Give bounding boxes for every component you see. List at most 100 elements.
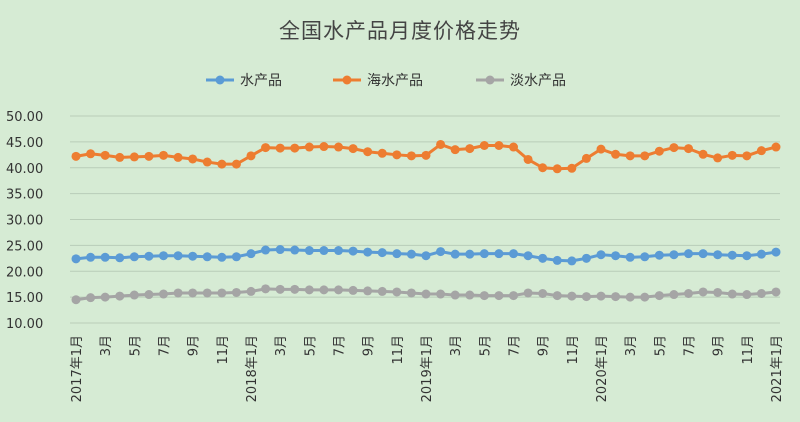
data-point	[173, 288, 183, 298]
data-point	[684, 289, 693, 299]
data-point	[334, 142, 343, 152]
x-axis: 2017年1月 3月 5月 7月 9月 11月 2018年1月 3月 5月 7月 9月 11月 2019…	[70, 335, 785, 402]
data-point	[479, 249, 489, 259]
legend-marker	[485, 75, 495, 85]
data-point	[304, 246, 314, 256]
data-point	[684, 144, 693, 154]
data-point	[202, 252, 212, 262]
y-axis: 50.00 45.00 40.00 35.00 30.00 25.00 20.00 15.00…	[6, 110, 43, 332]
y-tick-label: 20.00	[6, 265, 43, 280]
data-point	[217, 288, 227, 298]
data-point	[611, 292, 621, 302]
data-point	[640, 151, 650, 161]
x-tick-label: 7月	[508, 335, 523, 356]
data-point	[727, 150, 737, 160]
data-point	[713, 287, 723, 297]
data-point	[552, 255, 562, 265]
data-point	[334, 246, 343, 256]
data-point	[173, 152, 183, 162]
data-point	[436, 247, 446, 257]
x-tick-label: 5月	[303, 335, 318, 356]
data-point	[756, 249, 766, 259]
x-tick-label: 11月	[391, 335, 406, 365]
data-point	[100, 252, 110, 262]
legend-marker	[215, 75, 225, 85]
data-point	[377, 148, 387, 158]
legend-item: 水产品	[206, 73, 282, 89]
x-tick-label: 7月	[683, 335, 698, 356]
data-point	[654, 146, 664, 156]
data-point	[100, 150, 110, 160]
data-point	[509, 249, 518, 259]
data-point	[100, 292, 110, 302]
data-point	[188, 288, 198, 298]
data-point	[450, 290, 460, 300]
data-point	[421, 289, 431, 299]
y-tick-label: 25.00	[6, 239, 43, 254]
data-point	[625, 252, 635, 262]
data-point	[669, 250, 679, 260]
data-point	[304, 285, 314, 295]
data-point	[217, 159, 227, 169]
data-point	[159, 251, 168, 261]
data-point	[290, 143, 300, 153]
data-point	[392, 287, 402, 297]
data-point	[275, 245, 285, 255]
series-2	[71, 139, 781, 174]
data-point	[144, 290, 154, 300]
data-point	[421, 150, 431, 160]
data-point	[742, 151, 752, 161]
data-point	[363, 147, 373, 157]
data-point	[115, 253, 125, 263]
data-point	[611, 251, 621, 261]
data-point	[523, 251, 533, 261]
data-point	[567, 163, 577, 173]
y-tick-label: 50.00	[6, 110, 43, 125]
data-point	[406, 288, 416, 298]
data-point	[581, 253, 591, 263]
data-point	[334, 285, 343, 295]
x-tick-label: 9月	[187, 335, 202, 356]
x-tick-label: 9月	[362, 335, 377, 356]
x-tick-label: 9月	[537, 335, 552, 356]
chart-title: 全国水产品月度价格走势	[279, 19, 521, 43]
data-point	[319, 285, 329, 295]
data-point	[86, 293, 96, 303]
data-point	[290, 284, 300, 294]
data-point	[713, 153, 723, 163]
data-point	[159, 150, 168, 160]
data-point	[494, 291, 504, 301]
data-point	[319, 142, 329, 152]
data-point	[86, 149, 96, 159]
data-point	[640, 252, 650, 262]
data-point	[436, 139, 446, 149]
data-point	[538, 289, 548, 299]
data-point	[71, 254, 81, 264]
data-point	[713, 250, 723, 260]
data-point	[654, 291, 664, 301]
data-point	[246, 249, 256, 259]
x-tick-label: 3月	[99, 335, 114, 356]
legend-label: 水产品	[240, 73, 282, 89]
legend-item: 淡水产品	[476, 73, 566, 89]
data-point	[115, 152, 125, 162]
data-point	[727, 289, 737, 299]
data-point	[581, 292, 591, 302]
data-point	[304, 142, 314, 152]
data-point	[275, 143, 285, 153]
gridlines	[70, 115, 780, 324]
data-point	[188, 251, 198, 261]
data-point	[261, 245, 271, 255]
x-tick-label: 7月	[158, 335, 173, 356]
y-tick-label: 45.00	[6, 136, 43, 151]
data-point	[377, 286, 387, 296]
data-point	[465, 144, 475, 154]
x-tick-label: 3月	[624, 335, 639, 356]
x-tick-label: 11月	[566, 335, 581, 365]
data-point	[698, 149, 708, 159]
data-point	[363, 247, 373, 257]
data-point	[523, 288, 533, 298]
data-point	[552, 291, 562, 301]
